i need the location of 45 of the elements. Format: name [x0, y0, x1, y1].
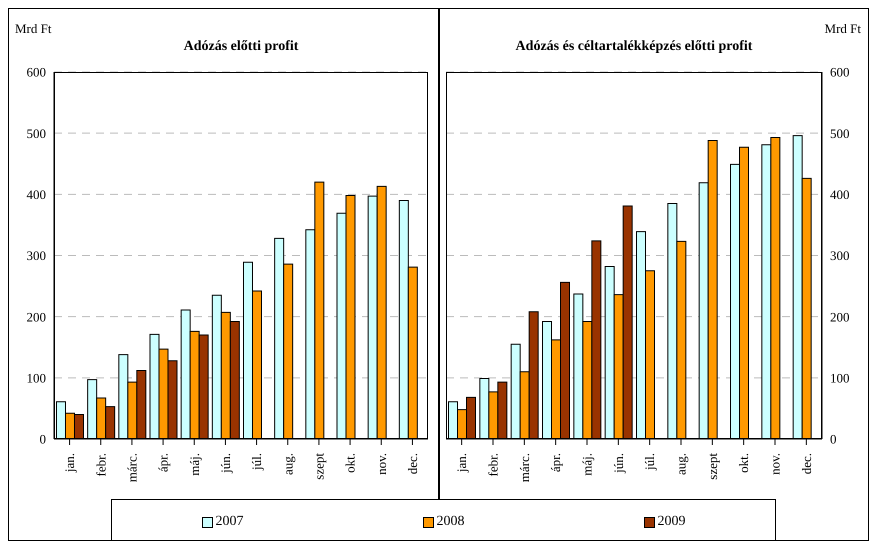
y-tick-label: 0 — [40, 432, 46, 447]
x-tick-label: ápr. — [156, 453, 171, 472]
x-tick-label: nov. — [768, 453, 782, 475]
y-tick-label: 0 — [830, 432, 836, 447]
x-tick-label: júl. — [249, 453, 264, 471]
y-tick-label: 300 — [26, 248, 46, 264]
legend-label: 2007 — [216, 514, 244, 530]
x-tick-label: szept — [311, 452, 326, 480]
x-tick-label: szept — [704, 452, 720, 480]
x-tick-label: dec. — [404, 453, 420, 474]
x-tick-label: máj. — [580, 453, 594, 476]
x-tick-label: okt. — [342, 453, 358, 473]
x-tick-label: febr. — [93, 453, 108, 476]
y-tick-label: 400 — [26, 186, 46, 202]
legend-label: 2008 — [436, 514, 464, 530]
chart-title: Adózás előtti profit — [182, 39, 300, 55]
y-tick-label: 500 — [830, 126, 850, 141]
x-tick-label: febr. — [486, 453, 500, 476]
y-tick-label: 400 — [830, 186, 850, 202]
x-tick-label: aug. — [280, 453, 296, 476]
y-tick-label: 300 — [830, 248, 850, 264]
y-tick-label: 600 — [26, 64, 46, 80]
y-tick-label: 600 — [830, 64, 850, 80]
y-axis-title: Mrd Ft — [15, 21, 52, 37]
x-tick-label: nov. — [374, 453, 389, 475]
x-tick-label: jún. — [218, 453, 233, 474]
x-tick-label: aug. — [674, 453, 688, 476]
y-tick-label: 500 — [26, 126, 46, 141]
x-tick-label: dec. — [798, 453, 814, 474]
y-tick-label: 200 — [830, 309, 850, 324]
x-tick-label: ápr. — [548, 453, 564, 472]
legend-label: 2009 — [658, 514, 686, 530]
y-axis-title: Mrd Ft — [824, 21, 861, 37]
x-tick-label: márc. — [516, 453, 532, 482]
y-tick-label: 100 — [26, 370, 46, 386]
x-tick-label: máj. — [186, 453, 202, 476]
x-tick-label: júl. — [642, 453, 658, 471]
x-tick-label: okt. — [736, 453, 752, 473]
y-tick-label: 100 — [830, 370, 850, 386]
x-tick-label: jún. — [610, 453, 626, 474]
chart-title: Adózás és céltartalékképzés előtti profit — [514, 39, 754, 55]
x-tick-label: márc. — [124, 453, 140, 482]
y-tick-label: 200 — [26, 309, 46, 324]
x-tick-label: jan. — [454, 453, 470, 474]
x-tick-label: jan. — [62, 453, 78, 474]
